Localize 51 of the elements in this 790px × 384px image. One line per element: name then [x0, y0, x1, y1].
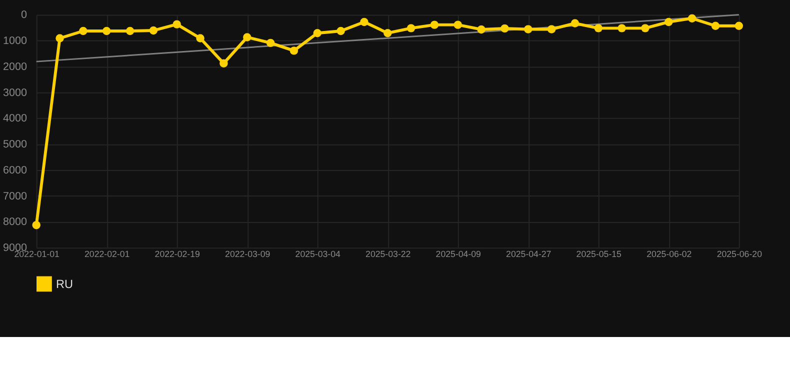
point: [243, 33, 252, 42]
point: [594, 24, 603, 32]
point: [664, 18, 673, 26]
y-tick-label: 8000: [2, 216, 28, 228]
y-tick-label: 2000: [2, 60, 28, 73]
point: [547, 25, 556, 34]
x-tick-label: 2025-04-09: [436, 248, 482, 259]
point: [360, 18, 368, 26]
x-tick-label: 2022-03-09: [225, 248, 270, 259]
point: [56, 34, 64, 42]
x-tick-label: 2025-05-15: [576, 248, 622, 259]
point: [220, 59, 228, 68]
point: [500, 24, 509, 33]
x-tick-label: 2025-06-02: [646, 248, 692, 259]
point: [313, 28, 322, 38]
point: [384, 28, 392, 38]
y-tick-label: 4000: [2, 112, 28, 125]
point: [79, 26, 88, 36]
y-tick-label: 7000: [2, 190, 28, 202]
point: [126, 26, 134, 36]
point: [406, 24, 416, 32]
point: [688, 14, 696, 22]
point: [290, 46, 298, 55]
y-tick-label: 6000: [2, 164, 28, 176]
point: [172, 20, 181, 28]
y-tick-label: 1000: [2, 35, 28, 48]
point: [570, 19, 580, 28]
x-tick-label: 2022-02-01: [84, 248, 130, 259]
point: [641, 24, 650, 32]
point: [711, 22, 720, 30]
y-tick-label: 3000: [2, 86, 28, 99]
point: [454, 20, 462, 29]
legend-label: RU: [56, 278, 74, 291]
y-tick-label: 5000: [2, 138, 28, 151]
point: [102, 26, 111, 36]
y-tick-label: 0: [21, 9, 28, 22]
point: [32, 220, 40, 230]
x-tick-label: 2025-03-22: [366, 248, 411, 259]
point: [430, 20, 439, 29]
point: [524, 25, 532, 34]
point: [266, 38, 275, 48]
point: [734, 22, 744, 30]
x-tick-label: 2022-02-19: [154, 248, 200, 259]
x-tick-label: 2025-03-04: [295, 248, 341, 259]
point: [196, 34, 204, 42]
point: [149, 26, 158, 35]
point: [618, 24, 626, 32]
x-tick-label: 2025-04-27: [506, 248, 552, 259]
point: [477, 25, 486, 34]
x-tick-label: 2025-06-20: [716, 248, 762, 259]
point: [336, 26, 345, 36]
